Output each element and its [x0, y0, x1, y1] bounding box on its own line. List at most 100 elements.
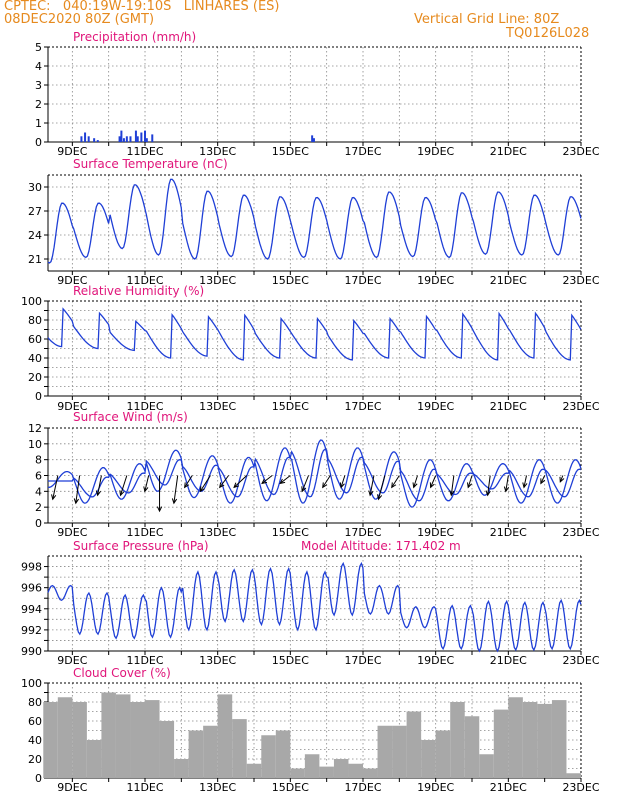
precip-bar [96, 140, 99, 142]
x-tick-label: 17DEC [344, 654, 381, 667]
y-tick-label: 30 [28, 181, 42, 194]
y-tick-label: 80 [28, 696, 42, 709]
y-tick-label: 80 [28, 314, 42, 327]
wind-vector [184, 475, 193, 488]
y-tick-label: 2 [35, 98, 42, 111]
cloud-bar [377, 725, 393, 778]
wind-vector [523, 475, 527, 488]
panel-title: Surface Wind (m/s) [73, 410, 188, 424]
x-tick-label: 21DEC [490, 274, 527, 287]
precip-bar [80, 136, 83, 142]
temperature-line [47, 178, 582, 264]
header-model-code: TQ0126L028 [506, 26, 590, 41]
precip-bar [140, 132, 143, 142]
y-tick-label: 21 [28, 253, 42, 266]
cloud-bar [464, 716, 480, 778]
cloud-bar [508, 697, 523, 778]
x-tick-label: 15DEC [272, 526, 309, 539]
y-tick-label: 990 [21, 645, 42, 658]
cloud-bar [217, 694, 233, 778]
cloud-bar [435, 730, 451, 778]
wind-vector [377, 475, 386, 500]
wind-vector [430, 475, 437, 488]
precip-bar [118, 136, 121, 142]
cloud-bar [174, 759, 189, 778]
x-tick-label: 17DEC [344, 781, 381, 794]
cloud-bar [348, 763, 364, 778]
y-tick-label: 994 [21, 603, 42, 616]
y-tick-label: 10 [28, 438, 42, 451]
y-tick-label: 12 [28, 422, 42, 435]
x-tick-label: 17DEC [344, 400, 381, 413]
x-tick-label: 19DEC [417, 526, 454, 539]
y-tick-label: 20 [28, 753, 42, 766]
wind-vector [173, 475, 179, 504]
cloud-bar [261, 735, 276, 778]
cloud-bar [86, 740, 102, 778]
x-tick-label: 21DEC [490, 526, 527, 539]
cloud-bar [188, 730, 204, 778]
x-tick-label: 11DEC [126, 274, 163, 287]
x-tick-label: 21DEC [490, 145, 527, 158]
humidity-line [47, 307, 582, 361]
wind-vector [199, 475, 211, 492]
cloud-bar [479, 754, 494, 778]
wind-vector-head [377, 494, 383, 501]
x-tick-label: 15DEC [272, 654, 309, 667]
panel-title: Cloud Cover (%) [73, 666, 171, 680]
wind-vector [467, 475, 473, 488]
precip-bar [151, 134, 154, 142]
wind-vector [233, 475, 248, 488]
y-tick-label: 998 [21, 561, 42, 574]
x-tick-label: 23DEC [562, 781, 599, 794]
precip-bar [129, 136, 132, 142]
precip-bar [93, 138, 96, 142]
x-tick-label: 19DEC [417, 400, 454, 413]
x-tick-label: 17DEC [344, 145, 381, 158]
cloud-bar [304, 754, 320, 778]
wind-vector [391, 475, 400, 488]
x-tick-label: 11DEC [126, 526, 163, 539]
cloud-bar [290, 768, 305, 778]
cloud-bar [333, 759, 349, 778]
header-run-time: 08DEC2020 80Z (GMT) [4, 12, 155, 27]
x-tick-label: 19DEC [417, 274, 454, 287]
wind-vector [52, 475, 59, 500]
wind-vector [120, 475, 128, 496]
wind-vector-head [467, 482, 473, 489]
precip-bar [145, 138, 148, 142]
x-tick-label: 9DEC [57, 400, 87, 413]
x-tick-label: 13DEC [199, 781, 236, 794]
wind-vector-head [339, 482, 345, 489]
cloud-bar [115, 694, 131, 778]
x-tick-label: 11DEC [126, 400, 163, 413]
y-tick-label: 0 [35, 390, 42, 403]
x-tick-label: 23DEC [562, 526, 599, 539]
x-tick-label: 23DEC [562, 400, 599, 413]
wind-vector-head [219, 482, 225, 489]
cloud-bar [57, 697, 73, 778]
x-tick-label: 17DEC [344, 274, 381, 287]
x-tick-label: 13DEC [199, 526, 236, 539]
wind-vector-head [95, 490, 101, 497]
cloud-bar [232, 719, 247, 778]
y-tick-label: 1 [35, 117, 42, 130]
wind-vector [75, 475, 81, 504]
x-tick-label: 21DEC [490, 400, 527, 413]
y-tick-label: 4 [35, 60, 42, 73]
x-tick-label: 15DEC [272, 781, 309, 794]
wind-vector [322, 475, 331, 488]
wind-vector-head [559, 476, 565, 483]
wind-vector [144, 475, 150, 492]
cloud-bar [493, 709, 509, 778]
wind-vector [450, 475, 455, 496]
wind-speed-line [48, 448, 582, 502]
wind-vector-head [199, 486, 205, 493]
wind-vector-head [391, 482, 397, 489]
y-tick-label: 5 [35, 41, 42, 54]
y-tick-label: 0 [35, 136, 42, 149]
y-tick-label: 24 [28, 229, 42, 242]
precip-bar [84, 132, 87, 142]
